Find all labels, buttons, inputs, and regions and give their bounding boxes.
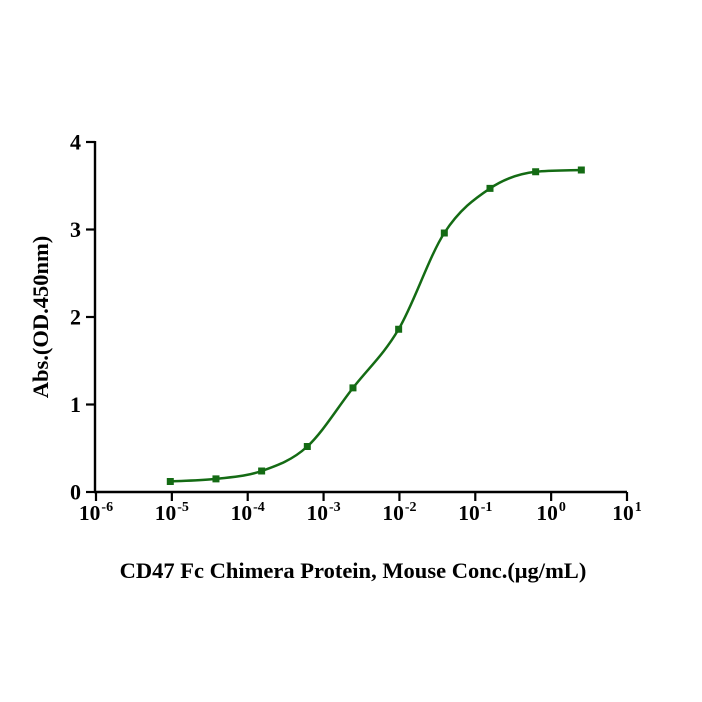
y-axis-title: Abs.(OD.450nm) <box>28 235 53 399</box>
data-point <box>486 184 494 192</box>
y-tick-label: 4 <box>70 130 81 155</box>
data-point <box>212 475 220 483</box>
data-point <box>303 443 311 450</box>
y-tick-label: 1 <box>70 392 81 417</box>
y-tick-label: 3 <box>70 217 81 242</box>
x-axis-title: CD47 Fc Chimera Protein, Mouse Conc.(μg/… <box>119 558 587 583</box>
x-tick-label: 100 <box>536 500 566 525</box>
x-tick-label: 101 <box>612 500 642 525</box>
data-point <box>440 229 448 237</box>
data-point <box>349 384 357 392</box>
x-tick-label: 10-5 <box>155 500 189 525</box>
y-tick-label: 2 <box>70 305 81 330</box>
data-point <box>258 467 266 475</box>
data-point <box>166 478 174 485</box>
data-point <box>395 325 403 333</box>
x-tick-label: 10-2 <box>382 500 416 525</box>
x-tick-label: 10-4 <box>231 500 265 525</box>
x-tick-label: 10-3 <box>306 500 340 525</box>
data-point <box>577 166 585 174</box>
x-tick-label: 10-6 <box>79 500 113 525</box>
data-point <box>532 168 540 176</box>
y-tick-label: 0 <box>70 480 81 505</box>
fit-curve <box>169 168 583 483</box>
x-tick-label: 10-1 <box>458 500 492 525</box>
